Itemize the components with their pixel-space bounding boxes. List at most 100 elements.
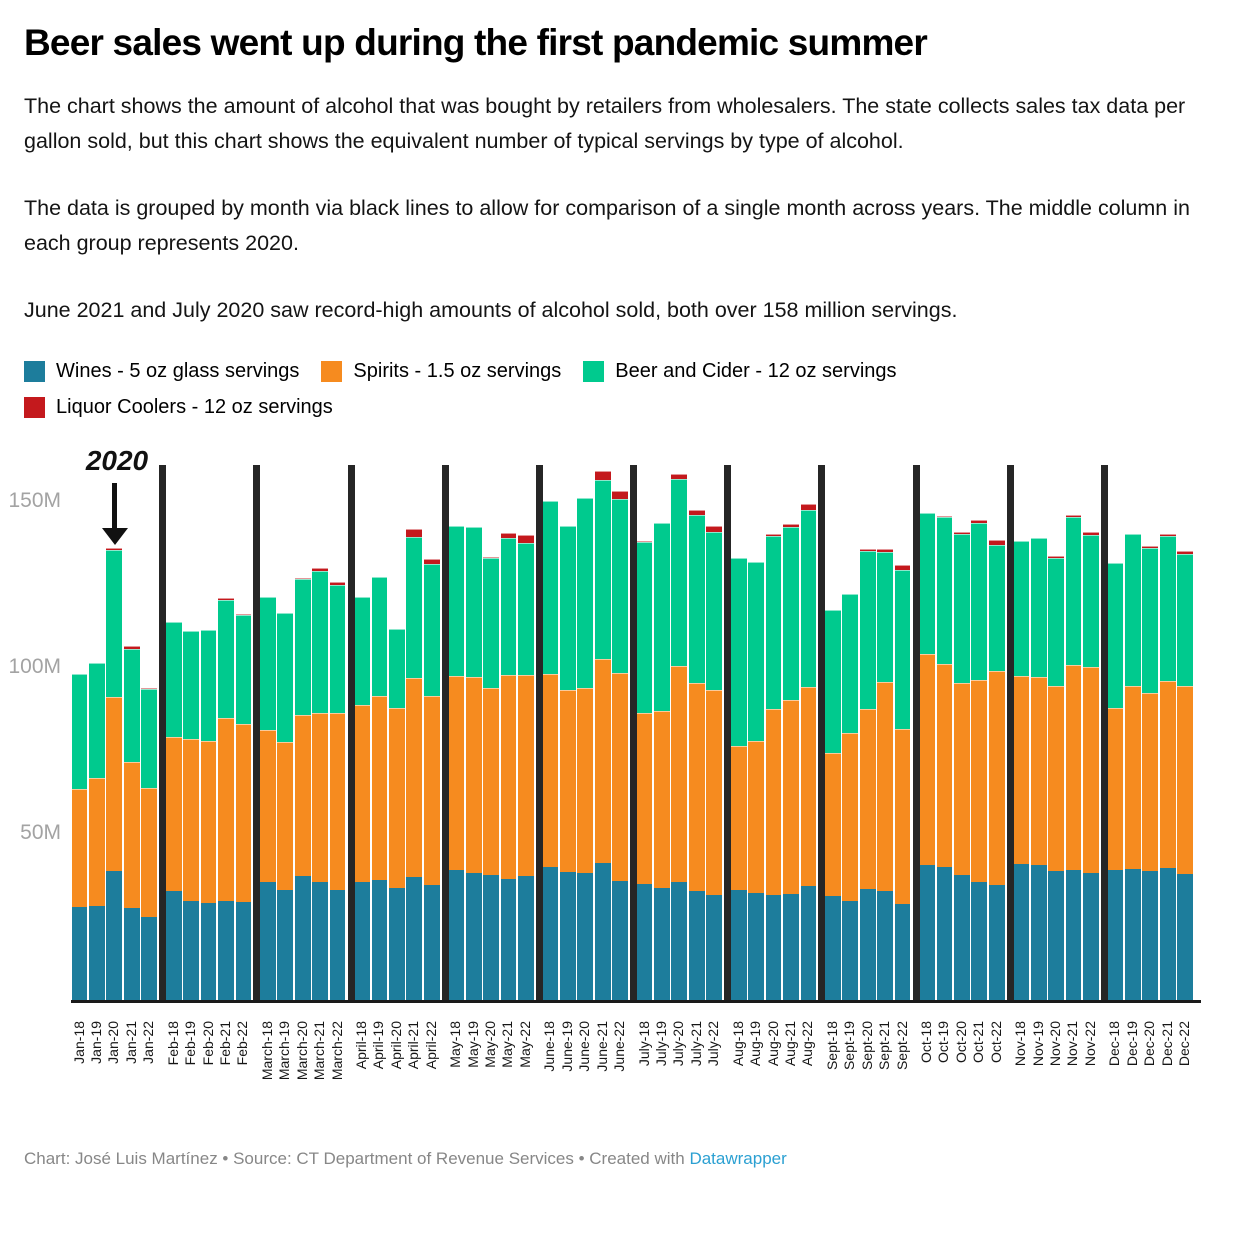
x-tick-label: Aug-18 (729, 1020, 746, 1066)
bar-segment (706, 532, 723, 691)
x-tick-label: Jan-18 (70, 1020, 87, 1064)
bar-segment (877, 891, 894, 1000)
x-tick-label: June-18 (541, 1020, 558, 1072)
bar-segment (1065, 664, 1082, 871)
bar-segment (1142, 693, 1159, 871)
bar-segment (730, 745, 747, 891)
bar-segment (1013, 864, 1030, 1000)
bar-segment (1177, 874, 1193, 1000)
legend-label-beer: Beer and Cider - 12 oz servings (615, 359, 897, 382)
bar-segment (748, 740, 765, 893)
bar-segment (988, 885, 1005, 1000)
bar-segment (824, 895, 841, 1000)
bar-segment (294, 714, 311, 876)
bar-segment (1142, 870, 1159, 1000)
x-tick-label: Aug-21 (781, 1020, 798, 1066)
bar-segment (971, 680, 988, 883)
bar-segment (688, 515, 705, 684)
bar-segment (1159, 681, 1176, 869)
bar-segment (448, 676, 465, 871)
bar-segment (612, 498, 628, 673)
bar-segment (1048, 870, 1064, 1000)
bar-segment (636, 713, 653, 885)
intro-paragraph-2: The data is grouped by month via black l… (24, 195, 1190, 255)
bar-segment (765, 534, 782, 537)
x-tick-label: June-22 (611, 1020, 628, 1072)
bar-segment (1065, 515, 1082, 518)
bar-segment (259, 597, 276, 730)
month-group-separator (441, 464, 449, 1003)
bar-segment (406, 529, 423, 537)
bar-segment (1083, 535, 1099, 668)
bar-segment (483, 875, 499, 1000)
month-group-separator (1100, 464, 1108, 1003)
bar-segment (406, 876, 423, 1000)
x-tick-label: Sept-22 (893, 1020, 910, 1070)
x-tick-label: Dec-18 (1106, 1020, 1123, 1066)
bar-segment (448, 870, 465, 1000)
month-group-separator (535, 464, 543, 1003)
bar-segment (1142, 546, 1159, 548)
bar-segment (183, 630, 200, 740)
bar-segment (783, 524, 799, 528)
credit-text: Chart: José Luis Martínez • Source: CT D… (24, 1148, 690, 1168)
bar-segment (500, 878, 517, 1000)
bar-segment (329, 712, 346, 890)
bar-segment (894, 903, 911, 1000)
y-tick-label: 50M (20, 820, 61, 844)
x-tick-label: April-21 (405, 1020, 422, 1070)
legend-item-spirits: Spirits - 1.5 oz servings (321, 360, 561, 383)
coolers-color-swatch (24, 396, 45, 418)
bar-segment (730, 890, 747, 1000)
x-tick-label: July-21 (687, 1020, 704, 1066)
bar-segment (235, 723, 252, 903)
bar-segment (671, 478, 688, 666)
legend-item-wines: Wines - 5 oz glass servings (24, 360, 299, 383)
chart-footer: Chart: José Luis Martínez • Source: CT D… (0, 1133, 1248, 1169)
bar-segment (1048, 556, 1064, 558)
bar-segment (636, 541, 653, 543)
x-tick-label: Jan-22 (140, 1020, 157, 1064)
bar-segment (423, 558, 440, 564)
bar-segment (483, 688, 499, 876)
bar-segment (183, 900, 200, 1000)
x-tick-label: April-22 (422, 1020, 439, 1070)
bar-segment (518, 675, 534, 876)
bar-segment (312, 570, 329, 713)
bar-segment (594, 863, 611, 1000)
bar-segment (1107, 870, 1124, 1000)
datawrapper-link[interactable]: Datawrapper (689, 1148, 787, 1168)
bar-segment (200, 740, 217, 903)
bar-segment (141, 689, 158, 789)
stacked-bar-chart: 2020 150M 100M 50M Jan-18 Jan-19 Jan-20 Jan-21… (0, 433, 1248, 1133)
bar-segment (259, 729, 276, 883)
bar-segment (971, 523, 988, 681)
bar-segment (1124, 685, 1141, 870)
bar-segment (106, 697, 123, 871)
month-group-separator (159, 464, 167, 1003)
bar-segment (423, 695, 440, 885)
bar-segment (277, 742, 294, 890)
bar-segment (218, 717, 234, 902)
bar-segment (518, 876, 534, 1000)
intro-paragraph-3: June 2021 and July 2020 saw record-high … (24, 297, 958, 322)
x-tick-label: July-19 (652, 1020, 669, 1066)
month-group-separator (724, 464, 732, 1003)
wines-color-swatch (24, 360, 45, 382)
bar-segment (877, 682, 894, 892)
bar-segment (218, 901, 234, 1000)
x-tick-label: Feb-22 (234, 1020, 251, 1066)
month-group-separator (347, 464, 355, 1003)
bar-segment (612, 672, 628, 881)
bar-segment (1030, 538, 1047, 678)
bar-segment (483, 556, 499, 558)
x-tick-label: June-21 (593, 1020, 610, 1072)
bar-segment (1124, 869, 1141, 1000)
bar-segment (1083, 667, 1099, 873)
bar-segment (936, 517, 953, 664)
bar-segment (235, 615, 252, 724)
bar-segment (988, 671, 1005, 886)
bar-segment (371, 696, 388, 880)
bar-segment (953, 532, 970, 534)
x-tick-label: April-20 (387, 1020, 404, 1070)
